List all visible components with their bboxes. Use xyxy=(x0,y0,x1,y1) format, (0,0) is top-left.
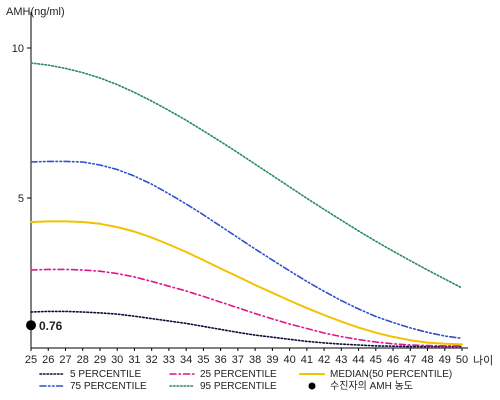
x-tick-label: 32 xyxy=(146,354,158,366)
x-tick-label: 27 xyxy=(59,354,71,366)
x-tick-label: 37 xyxy=(232,354,244,366)
x-tick-label: 45 xyxy=(370,354,382,366)
patient-amh-point xyxy=(26,320,36,331)
x-tick-label: 26 xyxy=(42,354,54,366)
marker-group: 0.76 xyxy=(26,319,63,333)
legend-label: 25 PERCENTILE xyxy=(200,369,277,380)
x-tick-label: 30 xyxy=(111,354,123,366)
x-tick-label: 28 xyxy=(77,354,89,366)
x-tick-label: 49 xyxy=(439,354,451,366)
legend-label: 95 PERCENTILE xyxy=(200,381,277,392)
legend: 5 PERCENTILE 25 PERCENTILE MEDIAN(50 PERCE… xyxy=(39,369,452,392)
x-tick-label: 40 xyxy=(283,354,295,366)
y-tick-label: 10 xyxy=(12,43,24,55)
series-line-75-percentile xyxy=(30,160,463,340)
legend-label: 수진자의 AMH 농도 xyxy=(330,380,413,392)
legend-label: 5 PERCENTILE xyxy=(70,369,141,380)
legend-label: 75 PERCENTILE xyxy=(70,381,147,392)
x-tick-label: 46 xyxy=(387,354,399,366)
x-tick-label: 48 xyxy=(421,354,433,366)
x-tick-label: 25 xyxy=(25,354,37,366)
y-axis-title: AMH(ng/ml) xyxy=(6,6,65,18)
series-line-95-percentile xyxy=(30,62,463,289)
x-tick-label: 42 xyxy=(318,354,330,366)
series-line-25-percentile xyxy=(30,268,463,347)
series-line-5-percentile xyxy=(30,310,463,348)
x-tick-label: 43 xyxy=(335,354,347,366)
x-tick-label: 44 xyxy=(352,354,364,366)
series-line-median-50-percentile xyxy=(30,220,463,346)
legend-label: MEDIAN(50 PERCENTILE) xyxy=(330,369,452,380)
x-tick-label: 50 xyxy=(456,354,468,366)
x-tick-label: 36 xyxy=(215,354,227,366)
x-tick-label: 35 xyxy=(197,354,209,366)
x-tick-label: 34 xyxy=(180,354,192,366)
axes: AMH(ng/ml) 나이 5 10 25 26 27 28 29 30 31 32 33 34 35 3… xyxy=(6,6,493,367)
legend-marker-swatch xyxy=(308,382,316,390)
x-tick-label: 31 xyxy=(128,354,140,366)
x-tick-label: 47 xyxy=(404,354,416,366)
x-tick-label: 39 xyxy=(266,354,278,366)
y-tick-label: 5 xyxy=(18,193,24,205)
series-group xyxy=(30,62,463,348)
x-tick-label: 38 xyxy=(249,354,261,366)
patient-amh-value-label: 0.76 xyxy=(39,319,63,333)
x-axis-title: 나이 xyxy=(473,354,493,367)
x-tick-label: 41 xyxy=(301,354,313,366)
x-tick-label: 29 xyxy=(94,354,106,366)
x-tick-label: 33 xyxy=(163,354,175,366)
